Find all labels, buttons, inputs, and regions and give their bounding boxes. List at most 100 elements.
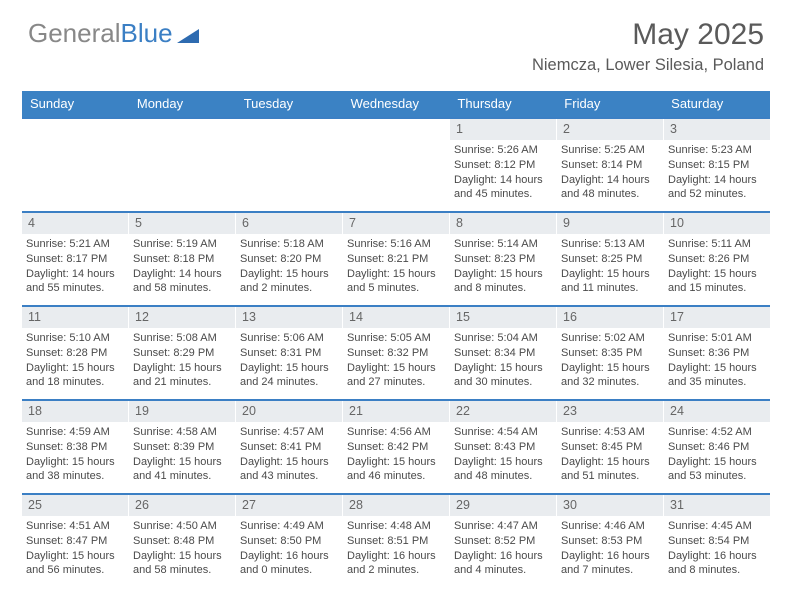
sunrise-line: Sunrise: 5:01 AM: [668, 331, 766, 346]
sunrise-line: Sunrise: 5:11 AM: [668, 237, 766, 252]
sunset-line: Sunset: 8:17 PM: [26, 252, 124, 267]
sunrise-line: Sunrise: 5:21 AM: [26, 237, 124, 252]
sunset-line: Sunset: 8:31 PM: [240, 346, 338, 361]
calendar-cell: 4Sunrise: 5:21 AMSunset: 8:17 PMDaylight…: [22, 213, 129, 305]
calendar-cell: 25Sunrise: 4:51 AMSunset: 8:47 PMDayligh…: [22, 495, 129, 587]
day-number: 11: [22, 307, 128, 328]
day-number: 9: [557, 213, 663, 234]
day-number: 24: [664, 401, 770, 422]
sunset-line: Sunset: 8:43 PM: [454, 440, 552, 455]
sunset-line: Sunset: 8:53 PM: [561, 534, 659, 549]
day-number: 27: [236, 495, 342, 516]
sunset-line: Sunset: 8:34 PM: [454, 346, 552, 361]
sunset-line: Sunset: 8:38 PM: [26, 440, 124, 455]
daylight-line: Daylight: 15 hours and 18 minutes.: [26, 361, 124, 391]
sunset-line: Sunset: 8:52 PM: [454, 534, 552, 549]
daylight-line: Daylight: 16 hours and 2 minutes.: [347, 549, 445, 579]
calendar-cell: 19 Sunrise: 4:58 AMSunset: 8:39 PMDayligh…: [129, 401, 236, 493]
calendar-week: 25Sunrise: 4:51 AMSunset: 8:47 PMDayligh…: [22, 493, 770, 587]
calendar-cell: [22, 119, 129, 211]
sunrise-line: Sunrise: 4:57 AM: [240, 425, 338, 440]
sunrise-line: Sunrise: 4:47 AM: [454, 519, 552, 534]
sunrise-line: Sunrise: 4:49 AM: [240, 519, 338, 534]
sunset-line: Sunset: 8:12 PM: [454, 158, 552, 173]
sunset-line: Sunset: 8:54 PM: [668, 534, 766, 549]
sunrise-line: Sunrise: 5:25 AM: [561, 143, 659, 158]
sunrise-line: Sunrise: 4:58 AM: [133, 425, 231, 440]
day-header: Wednesday: [343, 91, 450, 117]
sunset-line: Sunset: 8:51 PM: [347, 534, 445, 549]
daylight-line: Daylight: 15 hours and 30 minutes.: [454, 361, 552, 391]
calendar-cell: 29Sunrise: 4:47 AMSunset: 8:52 PMDayligh…: [450, 495, 557, 587]
calendar-cell: 1Sunrise: 5:26 AMSunset: 8:12 PMDaylight…: [450, 119, 557, 211]
day-number: 13: [236, 307, 342, 328]
sunset-line: Sunset: 8:20 PM: [240, 252, 338, 267]
sunrise-line: Sunrise: 4:56 AM: [347, 425, 445, 440]
daylight-line: Daylight: 15 hours and 58 minutes.: [133, 549, 231, 579]
calendar-cell: 20 Sunrise: 4:57 AMSunset: 8:41 PMDayligh…: [236, 401, 343, 493]
daylight-line: Daylight: 15 hours and 35 minutes.: [668, 361, 766, 391]
daylight-line: Daylight: 15 hours and 41 minutes.: [133, 455, 231, 485]
day-number: 10: [664, 213, 770, 234]
day-number: 15: [450, 307, 556, 328]
calendar-cell: 23Sunrise: 4:53 AMSunset: 8:45 PMDayligh…: [557, 401, 664, 493]
sunrise-line: Sunrise: 5:18 AM: [240, 237, 338, 252]
sunrise-line: Sunrise: 5:05 AM: [347, 331, 445, 346]
daylight-line: Daylight: 14 hours and 58 minutes.: [133, 267, 231, 297]
daylight-line: Daylight: 15 hours and 51 minutes.: [561, 455, 659, 485]
sunset-line: Sunset: 8:41 PM: [240, 440, 338, 455]
title-block: May 2025 Niemcza, Lower Silesia, Poland: [532, 18, 764, 75]
daylight-line: Daylight: 15 hours and 43 minutes.: [240, 455, 338, 485]
sunrise-line: Sunrise: 5:19 AM: [133, 237, 231, 252]
calendar-cell: 6Sunrise: 5:18 AMSunset: 8:20 PMDaylight…: [236, 213, 343, 305]
day-header-row: Sunday Monday Tuesday Wednesday Thursday…: [22, 91, 770, 117]
day-number: 3: [664, 119, 770, 140]
sunrise-line: Sunrise: 5:23 AM: [668, 143, 766, 158]
logo-text-gray: General: [28, 18, 121, 49]
day-number: 17: [664, 307, 770, 328]
sunset-line: Sunset: 8:23 PM: [454, 252, 552, 267]
page-header: GeneralBlue May 2025 Niemcza, Lower Sile…: [0, 0, 792, 83]
calendar-cell: 22Sunrise: 4:54 AMSunset: 8:43 PMDayligh…: [450, 401, 557, 493]
sunrise-line: Sunrise: 5:13 AM: [561, 237, 659, 252]
daylight-line: Daylight: 16 hours and 0 minutes.: [240, 549, 338, 579]
calendar-cell: 3Sunrise: 5:23 AMSunset: 8:15 PMDaylight…: [664, 119, 770, 211]
sunset-line: Sunset: 8:15 PM: [668, 158, 766, 173]
calendar-cell: [343, 119, 450, 211]
day-number: 25: [22, 495, 128, 516]
day-number: 28: [343, 495, 449, 516]
sunrise-line: Sunrise: 5:16 AM: [347, 237, 445, 252]
daylight-line: Daylight: 16 hours and 7 minutes.: [561, 549, 659, 579]
day-number: 26: [129, 495, 235, 516]
day-number: 19: [129, 401, 235, 422]
daylight-line: Daylight: 15 hours and 8 minutes.: [454, 267, 552, 297]
sunset-line: Sunset: 8:39 PM: [133, 440, 231, 455]
calendar-cell: 9Sunrise: 5:13 AMSunset: 8:25 PMDaylight…: [557, 213, 664, 305]
calendar-cell: 10Sunrise: 5:11 AMSunset: 8:26 PMDayligh…: [664, 213, 770, 305]
daylight-line: Daylight: 15 hours and 11 minutes.: [561, 267, 659, 297]
day-number: 22: [450, 401, 556, 422]
sunset-line: Sunset: 8:32 PM: [347, 346, 445, 361]
calendar-week: 1Sunrise: 5:26 AMSunset: 8:12 PMDaylight…: [22, 117, 770, 211]
day-number: 5: [129, 213, 235, 234]
day-number: 2: [557, 119, 663, 140]
sunrise-line: Sunrise: 5:14 AM: [454, 237, 552, 252]
calendar-cell: 31Sunrise: 4:45 AMSunset: 8:54 PMDayligh…: [664, 495, 770, 587]
month-title: May 2025: [532, 18, 764, 52]
sunrise-line: Sunrise: 4:48 AM: [347, 519, 445, 534]
sunrise-line: Sunrise: 4:53 AM: [561, 425, 659, 440]
day-number: 12: [129, 307, 235, 328]
sunrise-line: Sunrise: 4:45 AM: [668, 519, 766, 534]
sunset-line: Sunset: 8:45 PM: [561, 440, 659, 455]
sunset-line: Sunset: 8:50 PM: [240, 534, 338, 549]
day-number: 20: [236, 401, 342, 422]
calendar-cell: 12Sunrise: 5:08 AMSunset: 8:29 PMDayligh…: [129, 307, 236, 399]
calendar-cell: 15Sunrise: 5:04 AMSunset: 8:34 PMDayligh…: [450, 307, 557, 399]
calendar-cell: 8Sunrise: 5:14 AMSunset: 8:23 PMDaylight…: [450, 213, 557, 305]
day-number: 7: [343, 213, 449, 234]
daylight-line: Daylight: 15 hours and 48 minutes.: [454, 455, 552, 485]
day-number: 14: [343, 307, 449, 328]
daylight-line: Daylight: 14 hours and 45 minutes.: [454, 173, 552, 203]
day-header: Monday: [129, 91, 236, 117]
calendar-cell: 28 Sunrise: 4:48 AMSunset: 8:51 PMDayligh…: [343, 495, 450, 587]
